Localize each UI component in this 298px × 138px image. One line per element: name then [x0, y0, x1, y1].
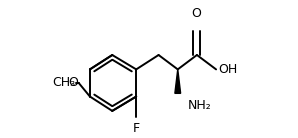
Text: O: O — [191, 7, 201, 20]
Text: F: F — [133, 122, 140, 135]
Text: OH: OH — [218, 63, 238, 76]
Text: CH₃: CH₃ — [52, 76, 75, 89]
Text: NH₂: NH₂ — [187, 99, 211, 112]
Text: O: O — [68, 76, 78, 89]
Polygon shape — [175, 69, 181, 93]
